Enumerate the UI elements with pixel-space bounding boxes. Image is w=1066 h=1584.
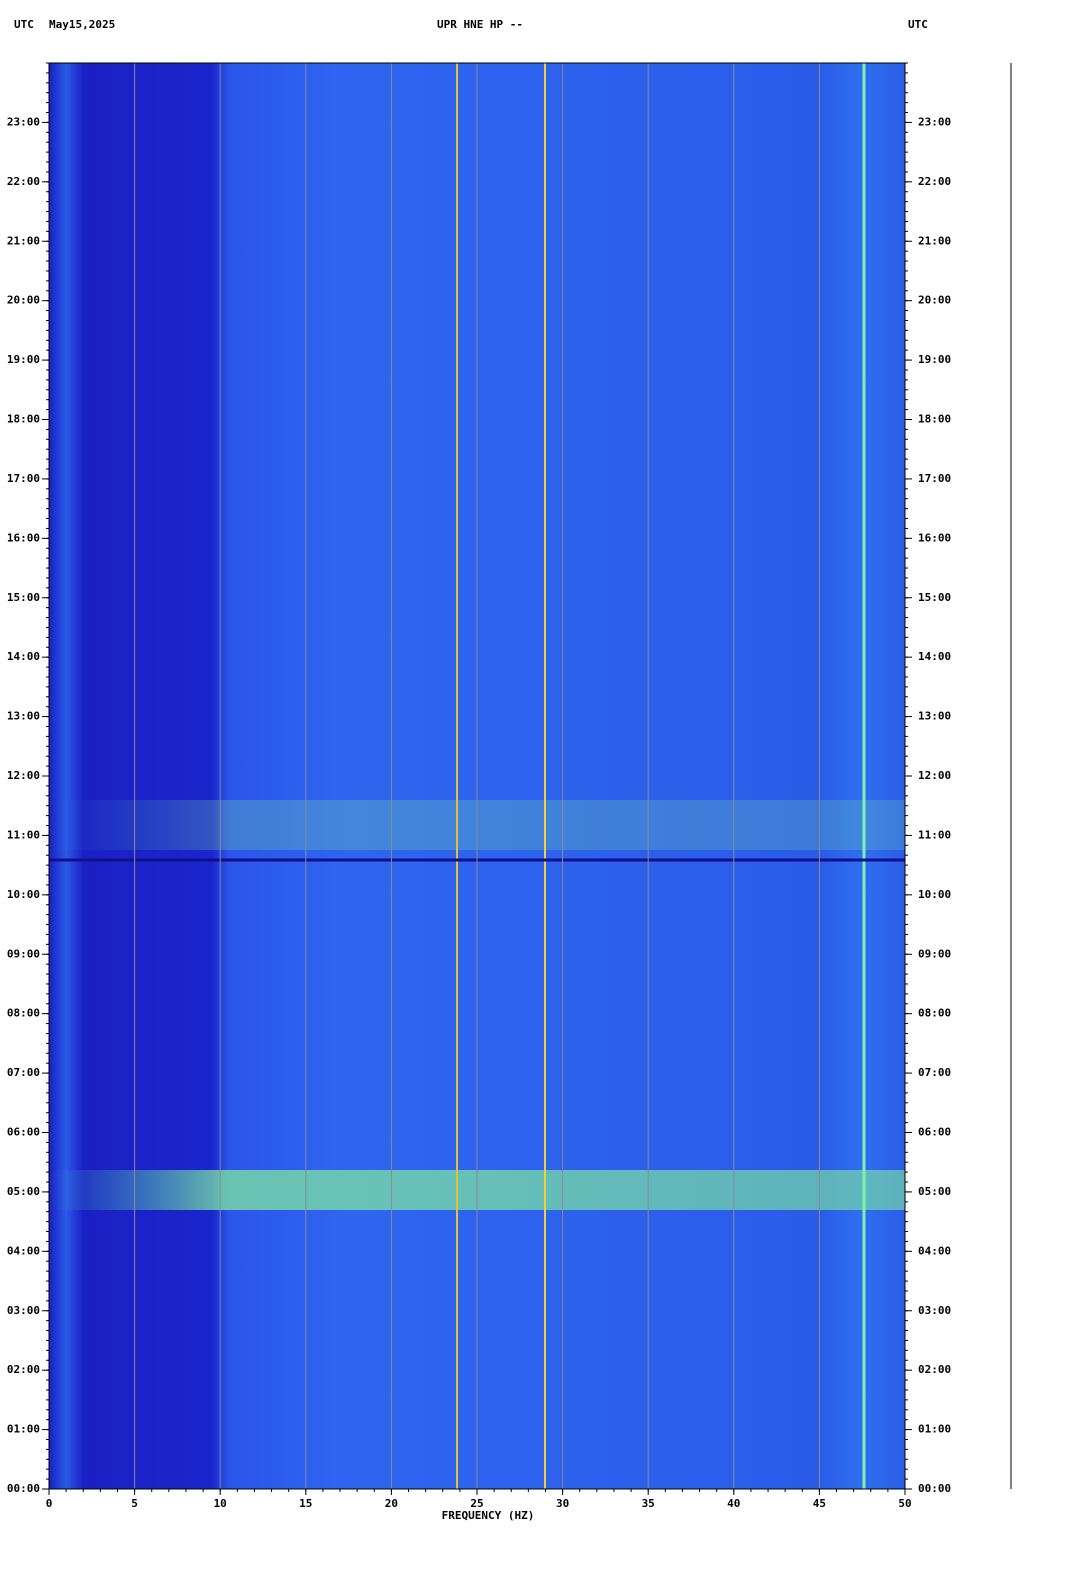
x-axis-label: FREQUENCY (HZ) (442, 1509, 535, 1522)
y-tick-label: 04:00 (7, 1244, 40, 1257)
y-tick-label: 09:00 (7, 947, 40, 960)
y-tick-label: 06:00 (918, 1126, 951, 1139)
y-tick-label: 18:00 (918, 413, 951, 426)
y-tick-label: 07:00 (7, 1066, 40, 1079)
y-tick-label: 05:00 (7, 1185, 40, 1198)
y-tick-label: 12:00 (918, 769, 951, 782)
y-tick-label: 07:00 (918, 1066, 951, 1079)
y-tick-label: 22:00 (918, 175, 951, 188)
y-tick-label: 14:00 (7, 650, 40, 663)
y-tick-label: 19:00 (7, 353, 40, 366)
y-tick-label: 03:00 (918, 1304, 951, 1317)
y-tick-label: 11:00 (918, 828, 951, 841)
x-tick-label: 45 (813, 1497, 826, 1510)
y-tick-label: 08:00 (918, 1007, 951, 1020)
y-tick-label: 08:00 (7, 1007, 40, 1020)
x-tick-label: 15 (299, 1497, 312, 1510)
y-tick-label: 06:00 (7, 1126, 40, 1139)
y-tick-label: 20:00 (918, 294, 951, 307)
y-tick-label: 16:00 (7, 531, 40, 544)
y-tick-label: 12:00 (7, 769, 40, 782)
y-tick-label: 02:00 (918, 1363, 951, 1376)
y-tick-label: 15:00 (918, 591, 951, 604)
y-tick-label: 21:00 (918, 234, 951, 247)
x-tick-label: 5 (131, 1497, 138, 1510)
y-tick-label: 18:00 (7, 413, 40, 426)
y-tick-label: 05:00 (918, 1185, 951, 1198)
y-tick-label: 00:00 (918, 1482, 951, 1495)
x-tick-label: 40 (727, 1497, 740, 1510)
y-tick-label: 17:00 (7, 472, 40, 485)
y-tick-label: 10:00 (7, 888, 40, 901)
y-tick-label: 11:00 (7, 828, 40, 841)
y-tick-label: 16:00 (918, 531, 951, 544)
y-tick-label: 02:00 (7, 1363, 40, 1376)
y-tick-label: 19:00 (918, 353, 951, 366)
date: May15,2025 (49, 18, 115, 31)
x-tick-label: 0 (46, 1497, 53, 1510)
y-tick-label: 09:00 (918, 947, 951, 960)
y-tick-label: 03:00 (7, 1304, 40, 1317)
y-tick-label: 20:00 (7, 294, 40, 307)
y-tick-label: 13:00 (7, 710, 40, 723)
y-tick-label: 13:00 (918, 710, 951, 723)
chart-title: UPR HNE HP -- (437, 18, 523, 31)
y-tick-label: 23:00 (7, 115, 40, 128)
y-tick-label: 01:00 (918, 1423, 951, 1436)
x-tick-label: 50 (898, 1497, 911, 1510)
y-tick-label: 10:00 (918, 888, 951, 901)
zone-label: UTC (14, 18, 34, 31)
x-tick-label: 35 (642, 1497, 655, 1510)
y-tick-label: 00:00 (7, 1482, 40, 1495)
plot-frame (48, 62, 906, 1490)
x-tick-label: 30 (556, 1497, 569, 1510)
x-tick-label: 25 (470, 1497, 483, 1510)
x-tick-label: 20 (385, 1497, 398, 1510)
zone-label: UTC (908, 18, 928, 31)
x-tick-label: 10 (214, 1497, 227, 1510)
y-tick-label: 04:00 (918, 1244, 951, 1257)
y-tick-label: 22:00 (7, 175, 40, 188)
y-tick-label: 21:00 (7, 234, 40, 247)
y-tick-label: 17:00 (918, 472, 951, 485)
y-tick-label: 15:00 (7, 591, 40, 604)
y-tick-label: 23:00 (918, 115, 951, 128)
y-tick-label: 01:00 (7, 1423, 40, 1436)
y-tick-label: 14:00 (918, 650, 951, 663)
